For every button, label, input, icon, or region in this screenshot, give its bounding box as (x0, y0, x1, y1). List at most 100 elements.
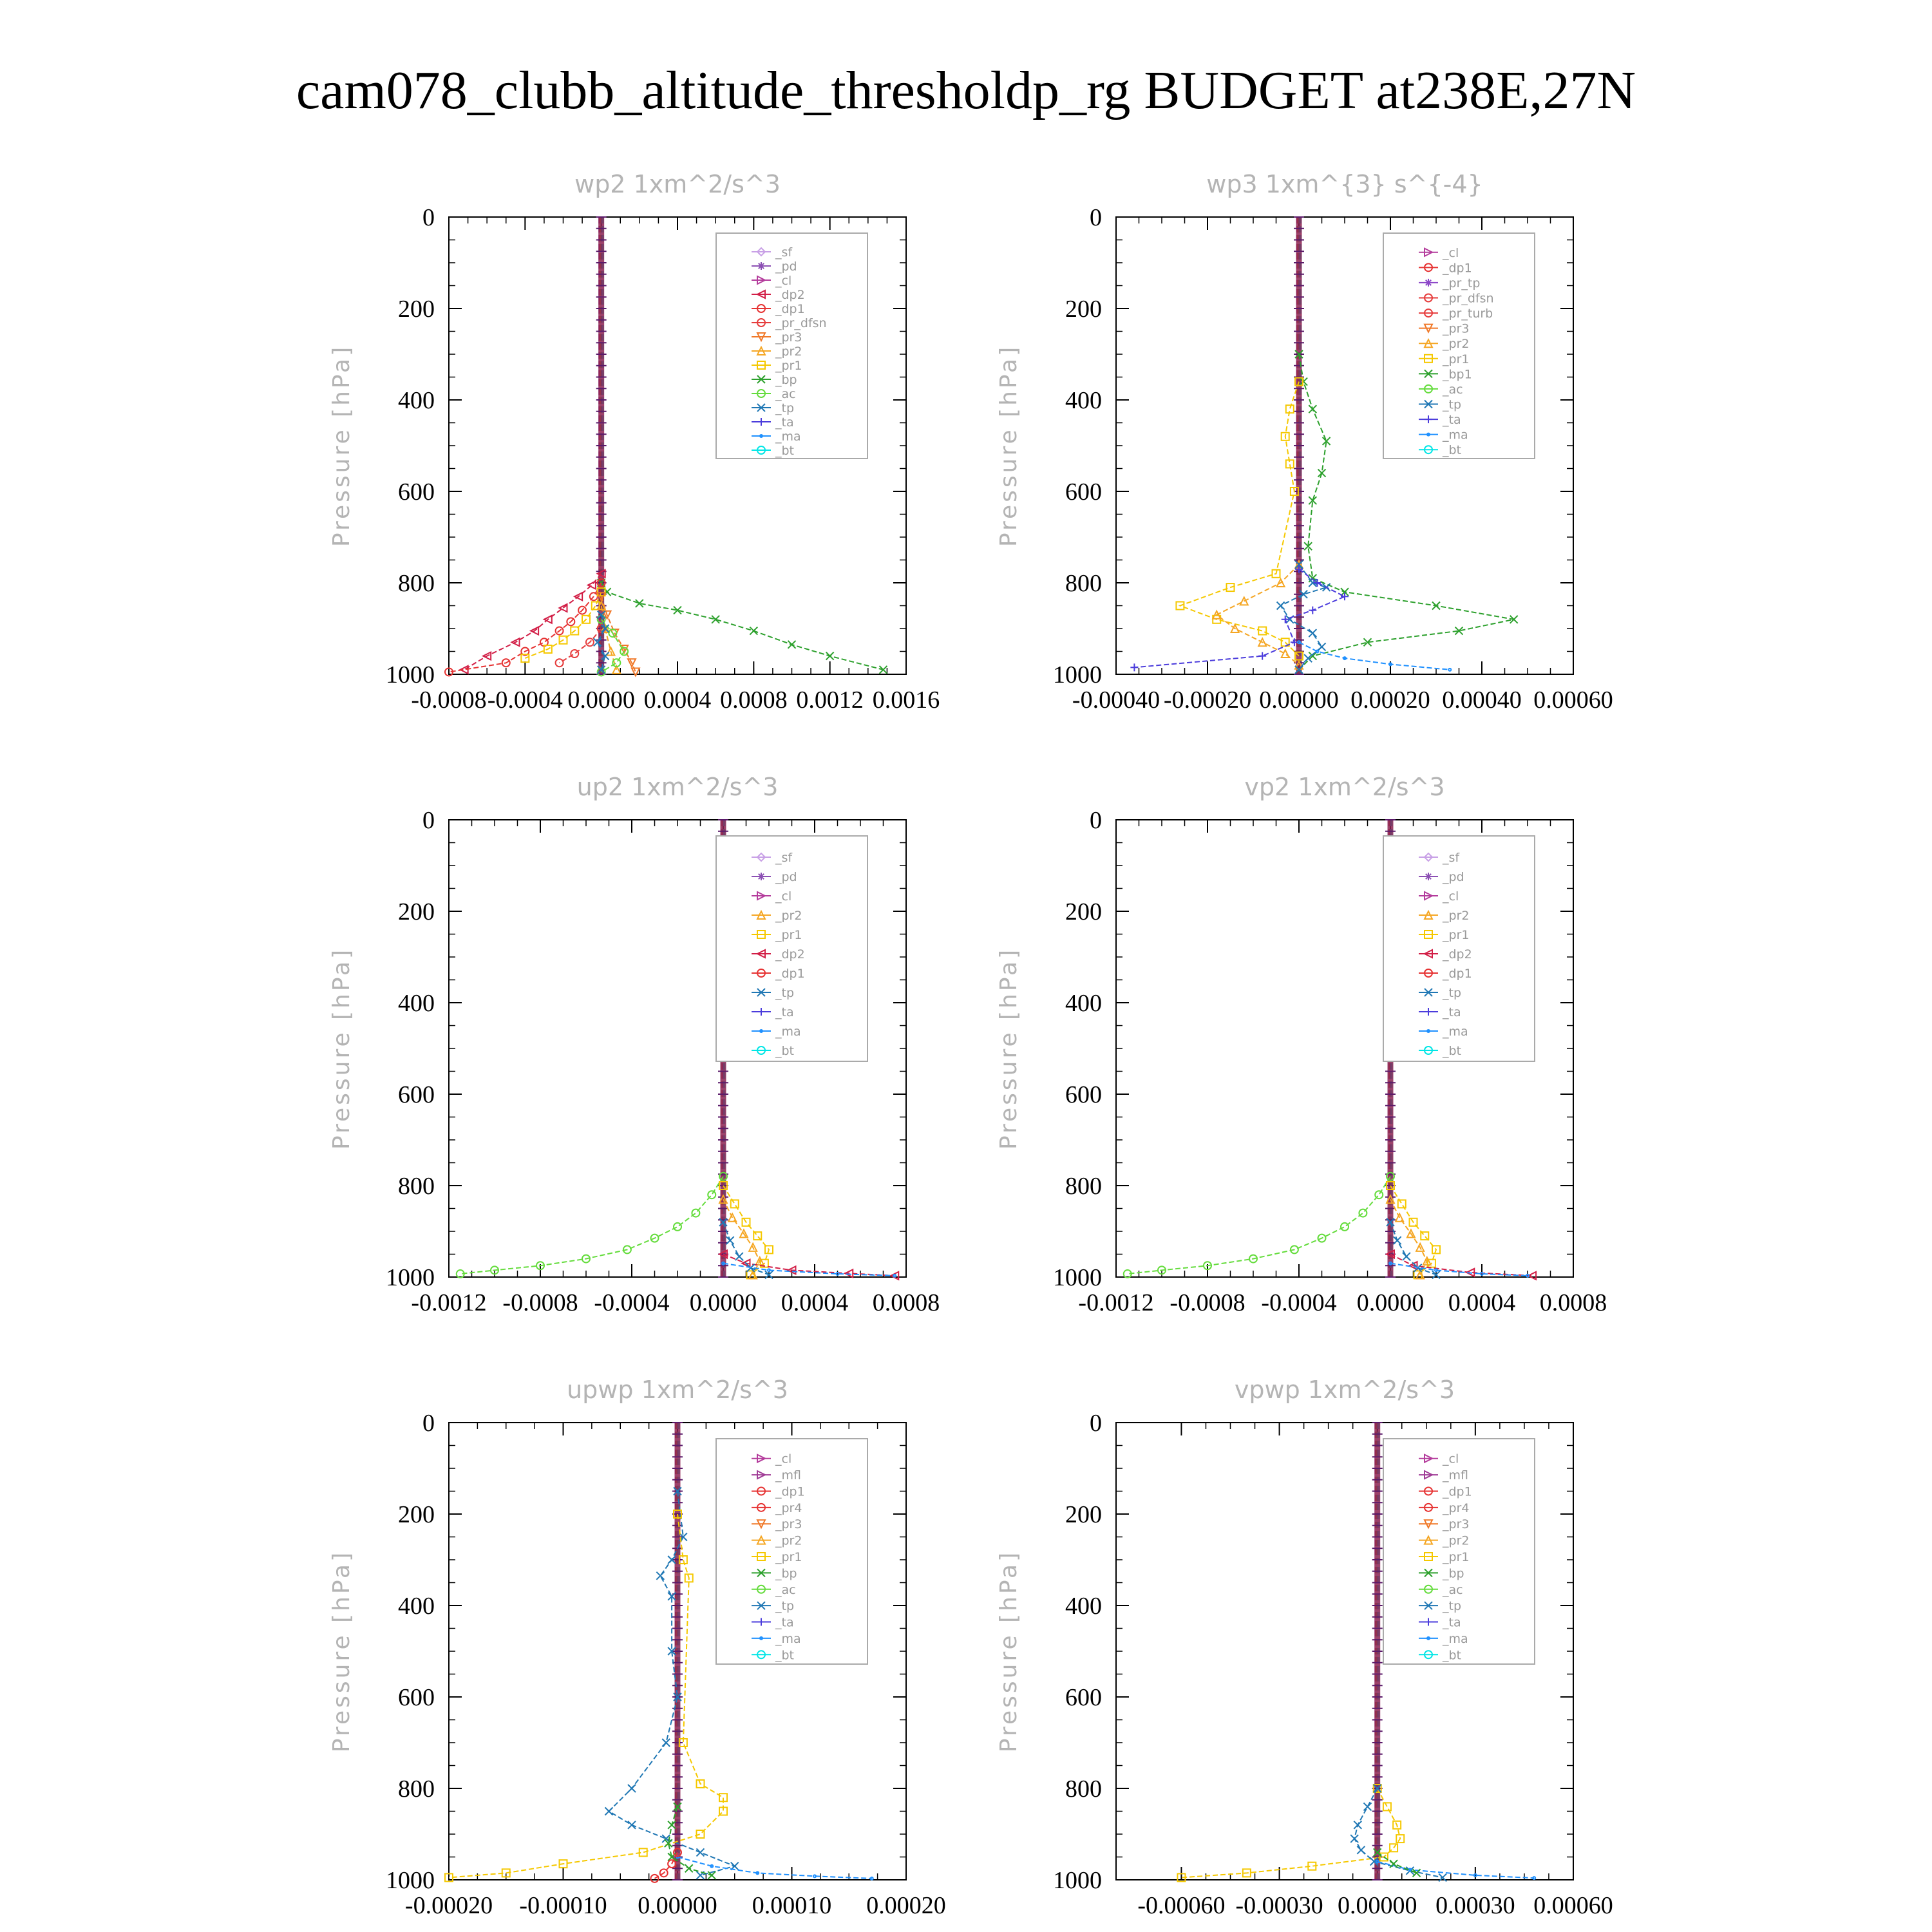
legend-marker (757, 304, 766, 313)
legend-marker (1424, 1601, 1433, 1610)
legend-marker (757, 1008, 765, 1016)
y-tick-label: 0 (422, 204, 435, 231)
legend-label: _pd (1442, 870, 1464, 884)
series-point (1389, 1859, 1398, 1868)
legend-marker (1425, 415, 1432, 424)
y-tick-label: 800 (398, 1173, 435, 1200)
series-point (719, 1218, 728, 1227)
legend-marker (1424, 1470, 1434, 1480)
x-tick-label: -0.0008 (502, 1289, 578, 1316)
series-point (444, 667, 453, 677)
legend-label: _tp (775, 986, 794, 1000)
panel-title: wp3 1xm^{3} s^{-4} (1206, 170, 1482, 198)
series-point (1343, 656, 1347, 661)
legend-marker (1424, 354, 1433, 363)
y-tick-label: 600 (398, 1081, 435, 1108)
series-point (1275, 577, 1286, 587)
legend-marker (757, 389, 766, 398)
chart-panel: vp2 1xm^2/s^3 Pressure [hPa] 0 200 400 600 800… (996, 773, 1607, 1316)
y-tick-label: 600 (398, 1684, 435, 1711)
series-point (719, 1793, 728, 1803)
legend-marker (757, 1046, 766, 1055)
x-tick-label: 0.0000 (567, 687, 635, 714)
series-point (835, 1272, 840, 1276)
legend-marker (756, 247, 766, 257)
series-point (656, 1571, 665, 1580)
y-tick-label: 800 (398, 570, 435, 597)
series-point (711, 615, 720, 624)
series-point (455, 1269, 465, 1279)
legend-marker (1426, 1636, 1430, 1640)
legend: _cl _mfl _dp1 _pr4 _pr3 _pr2 _pr1 _bp _ac _tp _ta _… (715, 1438, 868, 1665)
legend-label: _bt (775, 444, 794, 458)
series-point (604, 1806, 614, 1816)
series-point (1299, 590, 1308, 599)
series-point (749, 626, 759, 636)
y-axis-label: Pressure [hPa] (328, 345, 355, 547)
series-point (1175, 601, 1185, 611)
legend-marker (756, 1519, 766, 1530)
legend-marker (1425, 1008, 1432, 1016)
x-tick-label: -0.00020 (405, 1892, 493, 1919)
legend-box (1383, 835, 1535, 1062)
series-point (1480, 1272, 1484, 1276)
legend-marker (1423, 323, 1434, 334)
series-point (1317, 468, 1327, 478)
series-point (566, 617, 576, 627)
series-line (559, 628, 602, 664)
legend-label: _ta (1442, 413, 1461, 427)
series-point (605, 646, 616, 656)
series-line (464, 573, 602, 670)
legend-marker (1424, 1454, 1434, 1464)
series-point (490, 1265, 499, 1275)
series-point (667, 1647, 676, 1656)
legend-marker (1423, 337, 1434, 348)
y-tick-label: 200 (1065, 898, 1102, 925)
series-point (1341, 592, 1349, 601)
series-point (1211, 609, 1222, 620)
series-point (586, 580, 596, 591)
series-point (1386, 1218, 1395, 1227)
legend-marker (1424, 445, 1433, 455)
legend-label: _pd (775, 260, 797, 274)
legend-marker (759, 1636, 763, 1640)
series-point (685, 1864, 694, 1873)
series-point (1432, 601, 1441, 611)
series-point (825, 651, 835, 661)
series-line (723, 1198, 761, 1275)
legend-label: _ta (1442, 1005, 1461, 1019)
legend-marker (1424, 1552, 1433, 1561)
legend-box (715, 835, 868, 1062)
series-line (524, 591, 602, 659)
series-point (1321, 437, 1331, 446)
legend-label: _bp (775, 1566, 797, 1580)
legend-label: _bt (775, 1648, 794, 1662)
y-tick-label: 1000 (386, 1867, 435, 1894)
series-point (1308, 404, 1318, 413)
legend-label: _pr2 (1442, 337, 1469, 351)
legend-marker (1424, 1486, 1433, 1496)
legend-label: _pr2 (775, 909, 802, 923)
series-point (596, 600, 607, 611)
series-point (696, 1779, 705, 1788)
series-point (1294, 377, 1303, 386)
x-tick-label: 0.00060 (1533, 687, 1613, 714)
x-tick-label: 0.0012 (796, 687, 864, 714)
series-line (667, 1806, 712, 1876)
y-axis-label: Pressure [hPa] (996, 947, 1022, 1150)
legend-marker (1424, 1502, 1433, 1512)
series-point (1385, 1249, 1395, 1260)
legend-marker (1423, 1535, 1434, 1545)
series-point (558, 603, 568, 613)
series-point (1392, 1236, 1402, 1245)
legend-label: _ta (775, 415, 794, 430)
series-point (1157, 1265, 1166, 1275)
panels: wp2 1xm^2/s^3 Pressure [hPa] 0 200 400 600 800… (328, 170, 1613, 1919)
series-point (1308, 651, 1318, 661)
legend-label: _ac (775, 387, 796, 401)
legend-label: _bt (1442, 1648, 1461, 1662)
legend-marker (1424, 1650, 1433, 1660)
y-tick-label: 200 (398, 898, 435, 925)
series-point (667, 1859, 677, 1869)
legend-marker (757, 403, 766, 412)
